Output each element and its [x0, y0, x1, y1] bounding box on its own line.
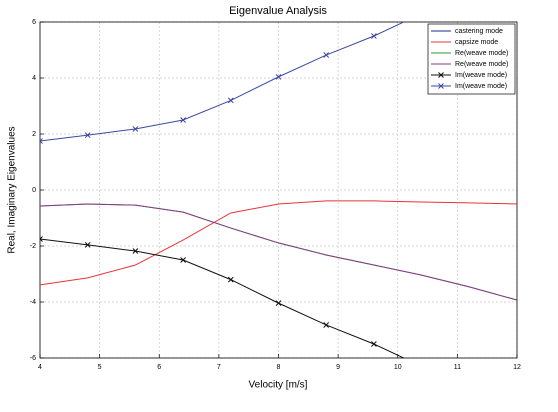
point-marker [323, 52, 330, 58]
legend-label: Im(weave mode) [455, 83, 507, 90]
legend-box [427, 23, 516, 95]
legend-label: capsize mode [455, 39, 498, 46]
legend-label: Re(weave mode) [455, 50, 508, 57]
y-tick-label: -4 [30, 299, 36, 306]
legend-label: Re(weave mode) [455, 61, 508, 68]
point-marker [132, 126, 139, 132]
point-marker [180, 117, 186, 123]
legend-marker [438, 83, 444, 89]
x-tick-label: 12 [513, 364, 521, 371]
y-axis-label: Real, Imaginary Eigenvalues [7, 126, 18, 253]
plot-area [40, 22, 517, 358]
point-marker [40, 236, 43, 242]
y-tick-label: 0 [32, 187, 36, 194]
legend-label: castering mode [455, 28, 503, 35]
plot-frame [39, 21, 518, 359]
point-marker [371, 33, 377, 39]
point-marker [84, 132, 91, 138]
point-marker [132, 248, 139, 254]
point-marker [275, 300, 282, 306]
x-tick-label: 4 [38, 364, 42, 371]
chart-title: Eigenvalue Analysis [229, 5, 327, 17]
x-tick-label: 7 [217, 364, 221, 371]
y-tick-label: 2 [32, 131, 36, 138]
point-marker [275, 74, 282, 80]
y-tick-label: 4 [32, 75, 36, 82]
x-tick-label: 9 [336, 364, 340, 371]
series-line [40, 203, 517, 301]
legend-label: Im(weave mode) [455, 72, 507, 79]
series-line [40, 200, 517, 286]
x-tick-label: 5 [98, 364, 102, 371]
y-tick-label: -2 [30, 243, 36, 250]
point-marker [227, 97, 234, 104]
point-marker [180, 257, 186, 263]
point-marker [84, 242, 91, 248]
point-marker [323, 322, 330, 328]
x-tick-label: 11 [454, 364, 461, 371]
point-marker [227, 276, 234, 283]
legend-marker [438, 72, 444, 78]
x-tick-label: 10 [394, 364, 402, 371]
y-tick-label: 6 [32, 19, 36, 26]
y-tick-label: -6 [30, 355, 36, 362]
x-tick-label: 8 [277, 364, 281, 371]
point-marker [40, 138, 43, 144]
x-axis-label: Velocity [m/s] [249, 380, 308, 391]
point-marker [371, 341, 377, 347]
x-tick-label: 6 [157, 364, 161, 371]
